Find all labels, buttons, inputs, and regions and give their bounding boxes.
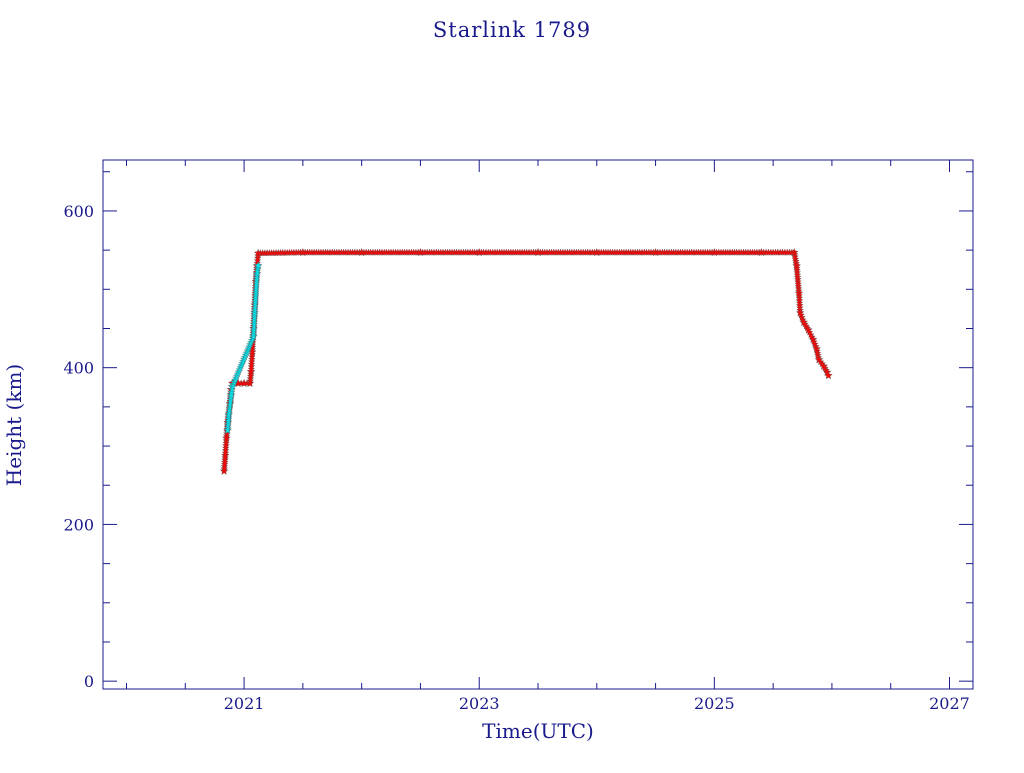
x-tick-label: 2025 [694, 694, 735, 713]
data-point [252, 279, 261, 287]
data-point [250, 316, 258, 324]
data-point [222, 444, 230, 452]
data-point [252, 288, 260, 296]
data-point [824, 370, 833, 380]
data-point [246, 372, 255, 380]
data-point [220, 460, 229, 468]
data-point [248, 357, 256, 365]
y-tick-label: 600 [63, 202, 94, 221]
data-point [251, 297, 260, 305]
data-point [252, 281, 261, 289]
data-point [250, 325, 258, 333]
data-point [250, 323, 258, 331]
data-point [221, 449, 230, 457]
data-point [224, 424, 232, 432]
chart-title: Starlink 1789 [433, 18, 591, 42]
data-point [226, 401, 234, 409]
data-point [246, 377, 254, 385]
data-point [225, 408, 233, 416]
data-point [253, 274, 261, 282]
series-group [223, 261, 263, 435]
data-point [220, 462, 229, 470]
data-point [251, 304, 259, 312]
data-point [227, 388, 236, 396]
data-point [251, 299, 259, 307]
data-point [249, 330, 258, 338]
x-tick-label: 2021 [224, 694, 265, 713]
data-point [248, 350, 256, 358]
data-point [251, 292, 260, 300]
data-point [225, 405, 234, 413]
data-point [248, 355, 256, 363]
data-point [226, 403, 234, 411]
data-point [220, 465, 228, 473]
data-point [226, 390, 236, 399]
data-point [226, 398, 234, 406]
data-point [251, 302, 259, 310]
data-point [250, 318, 258, 326]
data-point [247, 362, 256, 370]
data-point [252, 269, 262, 278]
data-point [251, 295, 260, 303]
data-point [221, 450, 230, 460]
data-point [253, 261, 263, 270]
data-point [247, 365, 255, 373]
y-tick-label: 400 [63, 359, 94, 378]
data-point [251, 306, 259, 314]
data-point [224, 422, 232, 430]
data-point [245, 378, 255, 388]
data-point [253, 267, 262, 275]
data-points-layer [219, 247, 833, 475]
data-point [222, 432, 231, 440]
data-point [246, 374, 255, 382]
data-point [250, 320, 258, 328]
y-tick-label: 0 [84, 672, 94, 691]
plot-frame [102, 159, 974, 690]
x-tick-label: 2027 [929, 694, 970, 713]
data-point [224, 419, 232, 427]
y-axis-label: Height (km) [2, 364, 26, 486]
data-point [246, 367, 256, 376]
data-point [250, 308, 259, 317]
x-tick-label: 2023 [459, 694, 500, 713]
data-point [221, 446, 230, 454]
data-point [222, 439, 230, 447]
series-group [219, 247, 833, 475]
data-point [253, 256, 262, 264]
x-axis-label: Time(UTC) [482, 719, 594, 743]
data-point [254, 254, 262, 262]
data-point [224, 410, 234, 419]
data-point [221, 458, 229, 466]
data-point [252, 283, 260, 291]
data-point [224, 417, 232, 425]
data-point [252, 276, 261, 284]
data-point [252, 290, 260, 298]
data-point [249, 331, 258, 341]
data-point [250, 327, 258, 335]
data-point [222, 441, 230, 449]
y-tick-label: 200 [63, 515, 94, 534]
data-point [247, 360, 256, 368]
data-point [226, 396, 235, 404]
data-point [252, 285, 260, 293]
data-point [250, 313, 259, 321]
axes-layer: 2021 2023 2025 2027 0 200 400 600 [63, 159, 974, 713]
data-point [222, 436, 230, 444]
data-point [248, 353, 256, 361]
